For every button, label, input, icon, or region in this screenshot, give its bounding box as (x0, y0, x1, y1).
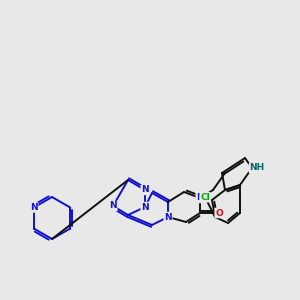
Text: N: N (196, 194, 204, 202)
Text: NH: NH (249, 164, 265, 172)
Text: Cl: Cl (200, 193, 210, 202)
Text: N: N (141, 202, 149, 211)
Text: N: N (164, 212, 172, 221)
Text: N: N (109, 202, 117, 211)
Text: O: O (215, 208, 223, 217)
Text: N: N (141, 185, 149, 194)
Text: N: N (30, 203, 38, 212)
